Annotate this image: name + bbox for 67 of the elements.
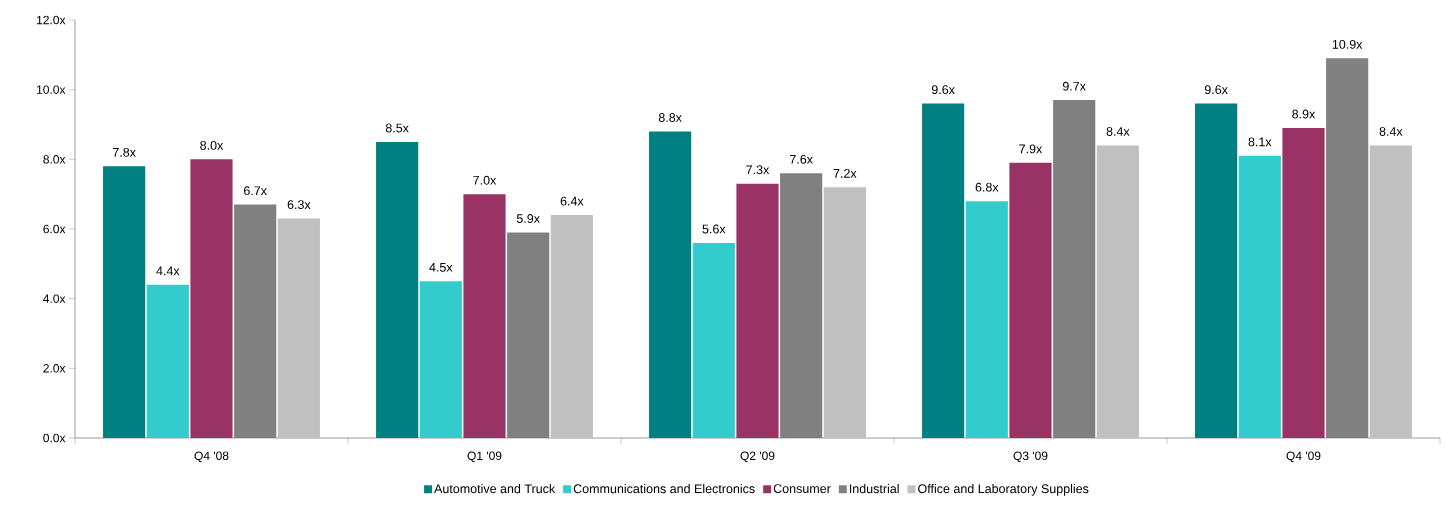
bar (649, 131, 692, 438)
data-label: 10.9x (1332, 39, 1363, 49)
x-tick-label: Q4 '08 (194, 451, 229, 463)
bar (550, 215, 593, 438)
data-label: 6.3x (287, 200, 311, 210)
bar (965, 201, 1008, 438)
data-label: 9.6x (931, 85, 955, 95)
bar (1053, 100, 1096, 438)
y-tick-label: 10.0x (37, 85, 66, 94)
bar (103, 166, 146, 438)
bar (823, 187, 866, 438)
bar (419, 281, 462, 438)
bar (1282, 127, 1325, 438)
x-tick-label: Q2 '09 (740, 451, 775, 463)
bar (1369, 145, 1412, 438)
y-tick-label: 6.0x (43, 224, 66, 234)
bar (1326, 58, 1369, 438)
bar (1195, 103, 1238, 438)
x-tick-label: Q3 '09 (1013, 451, 1048, 463)
x-tick-label: Q1 '09 (467, 451, 502, 463)
bar (1238, 155, 1281, 438)
data-label: 8.4x (1379, 127, 1403, 136)
bar (692, 242, 735, 438)
data-label: 4.5x (429, 263, 453, 272)
bar (507, 232, 550, 438)
data-label: 6.8x (975, 182, 999, 192)
data-label: 8.1x (1248, 137, 1272, 147)
data-label: 9.6x (1204, 85, 1228, 95)
data-label: 7.3x (746, 165, 770, 175)
x-tick-label: Q4 '09 (1286, 451, 1321, 463)
y-tick-label: 0.0x (43, 433, 66, 443)
data-label: 4.4x (156, 266, 180, 276)
bar (190, 159, 233, 438)
data-label: 7.0x (473, 175, 497, 185)
data-label: 7.2x (833, 168, 857, 178)
bar (463, 194, 506, 438)
legend-label: Communications and Electronics (573, 483, 755, 494)
data-label: 5.6x (702, 224, 726, 234)
data-label: 8.0x (200, 140, 224, 150)
bar (780, 173, 823, 438)
legend-label: Office and Laboratory Supplies (918, 483, 1089, 496)
y-tick-label: 2.0x (43, 364, 66, 373)
legend-label: Consumer (773, 484, 831, 494)
data-label: 7.9x (1019, 144, 1043, 154)
legend-label: Industrial (849, 483, 899, 494)
bar (376, 141, 419, 438)
data-label: 8.8x (658, 113, 682, 122)
data-label: 9.7x (1062, 81, 1086, 91)
data-label: 8.5x (385, 123, 409, 133)
data-label: 6.4x (560, 196, 584, 206)
bar (234, 204, 277, 438)
legend-label: Automotive and Truck (434, 483, 556, 494)
data-label: 6.7x (244, 186, 267, 196)
data-label: 8.4x (1106, 127, 1130, 136)
data-label: 8.9x (1292, 109, 1316, 119)
data-label: 7.8x (112, 147, 136, 157)
y-tick-label: 12.0x (37, 15, 66, 25)
data-label: 5.9x (516, 214, 540, 223)
bar (1009, 162, 1052, 438)
bar (277, 218, 320, 438)
bar (1096, 145, 1139, 438)
data-label: 7.6x (790, 154, 813, 164)
bar (736, 183, 779, 438)
y-tick-label: 8.0x (43, 155, 66, 164)
bar (146, 284, 189, 438)
bar (922, 103, 965, 438)
y-tick-label: 4.0x (43, 294, 66, 303)
